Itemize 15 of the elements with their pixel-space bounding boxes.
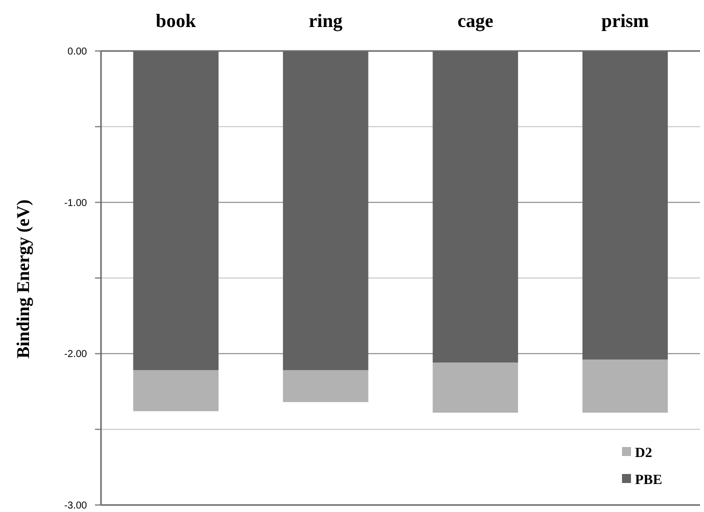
y-tick-label: -2.00 — [64, 349, 88, 360]
y-tick-label: -3.00 — [64, 500, 88, 512]
x-tick-label: book — [156, 11, 196, 32]
bar — [133, 370, 219, 412]
x-tick-label: cage — [457, 11, 494, 32]
legend-label: D2 — [635, 446, 652, 461]
y-tick-label: 0.00 — [68, 46, 88, 58]
bar — [432, 362, 518, 413]
x-tick-label: ring — [308, 11, 344, 32]
y-axis-title: Binding Energy (eV) — [13, 199, 33, 359]
bar — [582, 360, 668, 413]
legend-label: PBE — [635, 472, 662, 488]
x-tick-label: prism — [601, 11, 650, 32]
y-tick-label: -1.00 — [64, 198, 88, 209]
bar — [282, 370, 368, 402]
